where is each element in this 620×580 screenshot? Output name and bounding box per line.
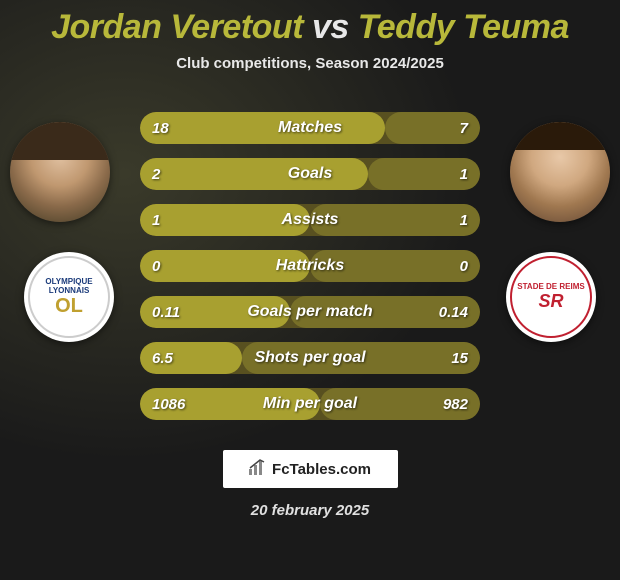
stat-value-right: 982 xyxy=(443,396,468,413)
stat-label: Min per goal xyxy=(140,395,480,413)
stat-label: Shots per goal xyxy=(140,349,480,367)
club-logo-text: SR xyxy=(538,291,563,312)
crest-inner: OLYMPIQUE LYONNAIS OL xyxy=(28,256,110,338)
stat-label: Matches xyxy=(140,119,480,137)
footer-date: 20 february 2025 xyxy=(0,502,620,519)
player1-club-crest: OLYMPIQUE LYONNAIS OL xyxy=(24,252,114,342)
stat-value-left: 1 xyxy=(152,212,160,229)
stat-value-right: 0.14 xyxy=(439,304,468,321)
club-text: STADE DE REIMS xyxy=(517,282,584,291)
stat-value-right: 1 xyxy=(460,212,468,229)
stat-value-left: 0.11 xyxy=(152,304,180,321)
crest-inner: STADE DE REIMS SR xyxy=(510,256,592,338)
player2-name: Teddy Teuma xyxy=(358,8,569,46)
club-logo-text: OL xyxy=(55,295,83,318)
stat-label: Hattricks xyxy=(140,257,480,275)
player2-hair xyxy=(510,122,610,150)
stat-value-left: 2 xyxy=(152,166,160,183)
chart-icon xyxy=(249,459,267,480)
club-text: OLYMPIQUE LYONNAIS xyxy=(30,277,108,295)
brand-text: FcTables.com xyxy=(272,461,371,478)
content-area: OLYMPIQUE LYONNAIS OL STADE DE REIMS SR … xyxy=(0,102,620,432)
stat-label: Goals xyxy=(140,165,480,183)
stat-value-left: 1086 xyxy=(152,396,185,413)
brand-badge: FcTables.com xyxy=(223,450,398,488)
stat-row: Min per goal1086 982 xyxy=(140,388,480,420)
comparison-title: Jordan Veretout vs Teddy Teuma xyxy=(0,8,620,47)
stat-value-left: 0 xyxy=(152,258,160,275)
stat-label: Goals per match xyxy=(140,303,480,321)
stat-row: Goals2 1 xyxy=(140,158,480,190)
stat-row: Goals per match0.11 0.14 xyxy=(140,296,480,328)
player1-face xyxy=(10,122,110,222)
stat-value-left: 6.5 xyxy=(152,350,173,367)
player1-hair xyxy=(10,122,110,160)
player1-name: Jordan Veretout xyxy=(51,8,303,46)
stats-column: Matches187Goals21Assists11Hattricks00Goa… xyxy=(140,112,480,434)
stat-value-right: 0 xyxy=(460,258,468,275)
stat-row: Matches18 7 xyxy=(140,112,480,144)
player2-avatar xyxy=(510,122,610,222)
stat-row: Shots per goal6.5 15 xyxy=(140,342,480,374)
stat-value-right: 1 xyxy=(460,166,468,183)
stat-value-left: 18 xyxy=(152,120,169,137)
infographic-container: Jordan Veretout vs Teddy Teuma Club comp… xyxy=(0,0,620,580)
stat-row: Assists1 1 xyxy=(140,204,480,236)
stat-value-right: 7 xyxy=(460,120,468,137)
subtitle: Club competitions, Season 2024/2025 xyxy=(0,55,620,72)
stat-label: Assists xyxy=(140,211,480,229)
vs-text: vs xyxy=(312,8,349,46)
player2-face xyxy=(510,122,610,222)
player2-club-crest: STADE DE REIMS SR xyxy=(506,252,596,342)
stat-value-right: 15 xyxy=(451,350,468,367)
player1-avatar xyxy=(10,122,110,222)
stat-row: Hattricks0 0 xyxy=(140,250,480,282)
